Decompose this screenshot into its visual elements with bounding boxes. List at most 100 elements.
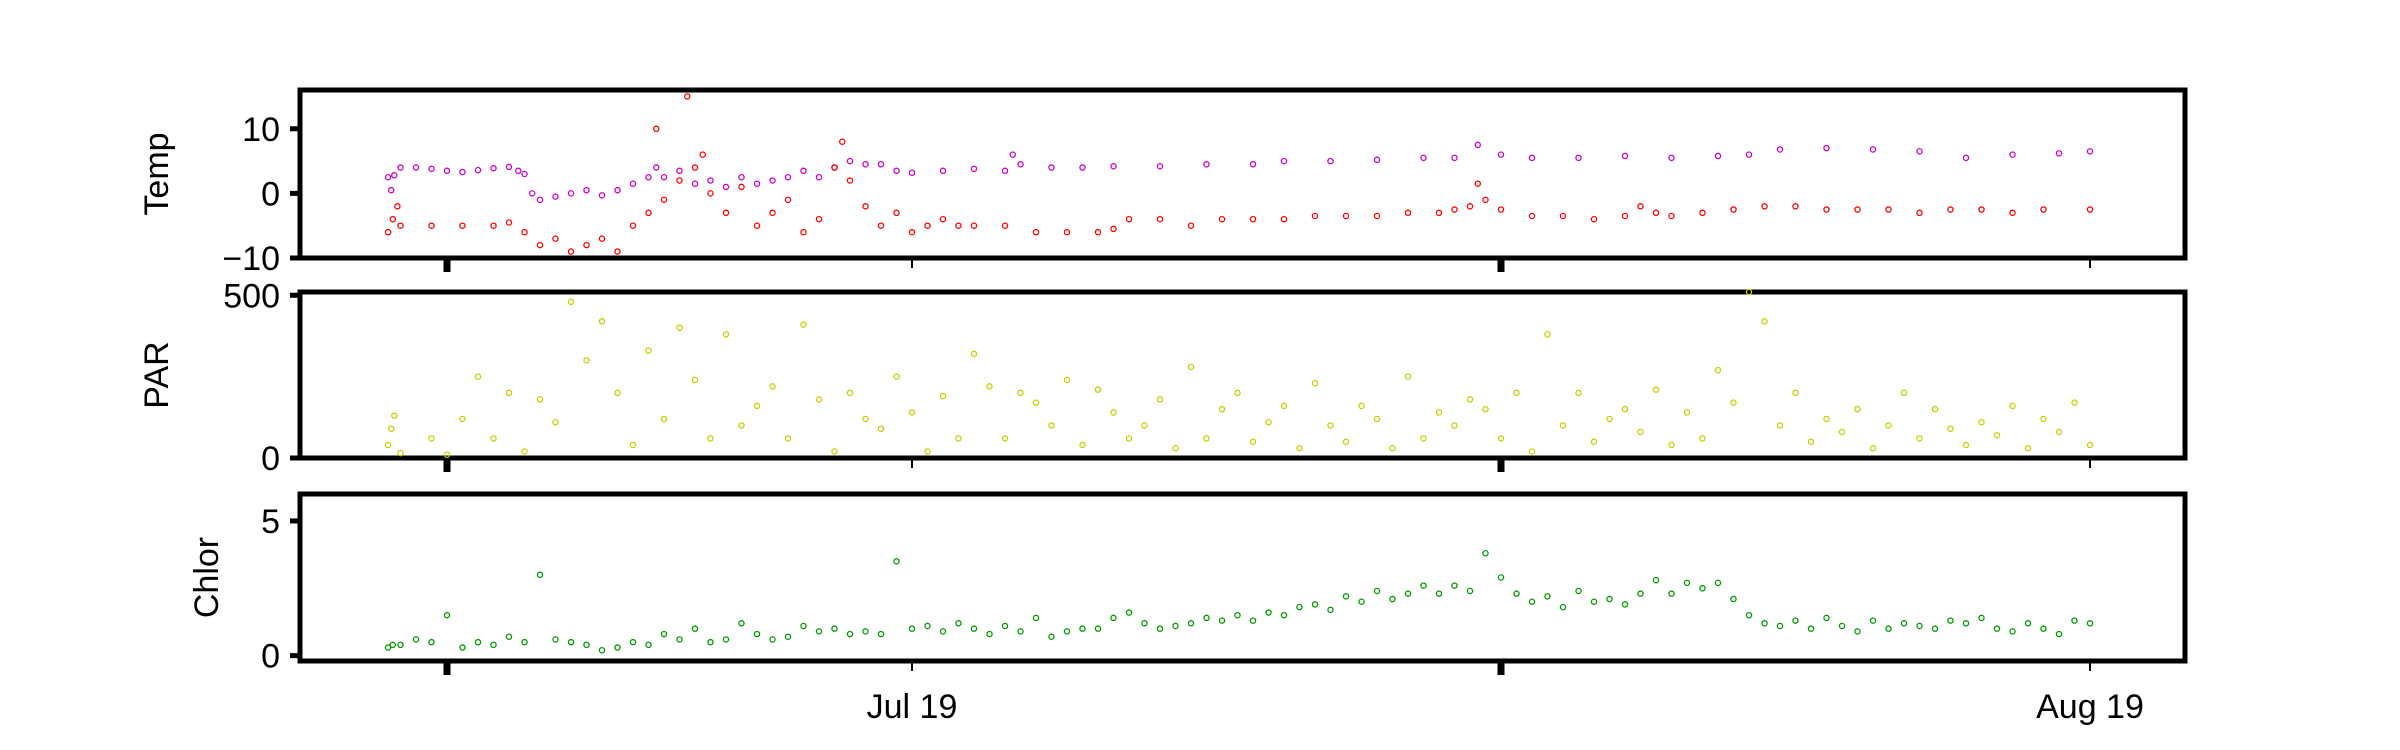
- data-point: [846, 157, 854, 165]
- data-point: [1606, 415, 1613, 423]
- data-point: [1079, 164, 1086, 171]
- data-point: [1885, 625, 1892, 632]
- data-point: [660, 630, 668, 638]
- data-point: [1807, 625, 1815, 632]
- data-point: [474, 638, 482, 646]
- data-point: [583, 641, 590, 649]
- data-point: [707, 177, 714, 184]
- data-point: [1621, 601, 1629, 608]
- data-point: [1854, 628, 1861, 635]
- data-point: [1699, 585, 1706, 592]
- data-point: [831, 164, 838, 171]
- data-point: [1327, 157, 1334, 165]
- data-point: [567, 248, 575, 255]
- data-point: [1978, 614, 1985, 622]
- data-point: [1823, 415, 1830, 423]
- data-point: [1373, 156, 1381, 164]
- data-point: [1528, 212, 1536, 220]
- data-point: [1947, 617, 1954, 624]
- data-point: [815, 215, 823, 223]
- data-point: [831, 625, 838, 632]
- data-point: [1187, 620, 1195, 627]
- data-point: [1683, 409, 1691, 416]
- data-point: [1296, 603, 1303, 611]
- data-point: [1466, 396, 1474, 403]
- data-point: [939, 628, 947, 635]
- data-point: [924, 448, 931, 455]
- data-point: [1032, 614, 1040, 622]
- data-point: [428, 165, 435, 173]
- data-point: [1342, 593, 1350, 600]
- data-point: [1621, 212, 1629, 220]
- data-point: [2009, 151, 2016, 158]
- data-point: [1590, 438, 1598, 445]
- data-point: [529, 190, 536, 197]
- data-point: [1249, 617, 1257, 624]
- data-point: [1218, 405, 1226, 413]
- data-point: [1141, 422, 1148, 429]
- data-point: [769, 636, 776, 643]
- data-point: [1203, 161, 1210, 168]
- data-point: [1156, 396, 1164, 403]
- data-point: [1482, 405, 1489, 413]
- data-point: [1404, 209, 1412, 217]
- data-point: [505, 633, 513, 641]
- data-point: [428, 638, 435, 646]
- data-point: [1373, 415, 1381, 423]
- data-point: [598, 235, 606, 242]
- data-point: [598, 318, 606, 325]
- data-point: [970, 222, 978, 229]
- data-point: [1823, 614, 1830, 622]
- data-point: [1745, 611, 1753, 619]
- data-point: [753, 402, 761, 410]
- data-point: [2024, 444, 2032, 452]
- data-point: [1776, 422, 1784, 429]
- data-point: [877, 222, 885, 229]
- data-point: [893, 373, 900, 380]
- y-tick-label: 0: [261, 440, 280, 478]
- data-point: [428, 222, 435, 229]
- data-point: [459, 222, 466, 229]
- data-point: [862, 415, 869, 423]
- data-point: [428, 435, 435, 442]
- data-point: [1823, 206, 1830, 213]
- data-point: [459, 415, 466, 423]
- data-point: [1761, 318, 1768, 325]
- data-point: [1110, 614, 1117, 622]
- data-point: [384, 228, 392, 236]
- data-point: [1311, 212, 1319, 220]
- data-point: [1249, 215, 1257, 223]
- data-point: [2071, 617, 2078, 624]
- y-axis-label: Temp: [138, 132, 176, 215]
- data-point: [1451, 422, 1458, 429]
- data-point: [1327, 606, 1334, 614]
- data-point: [459, 644, 466, 651]
- data-point: [1714, 152, 1722, 160]
- data-point: [722, 331, 730, 338]
- data-point: [691, 164, 699, 171]
- data-point: [1311, 379, 1319, 387]
- data-point: [1497, 435, 1505, 442]
- data-point: [1435, 409, 1443, 416]
- data-point: [1156, 215, 1164, 223]
- data-point: [505, 389, 513, 397]
- data-point: [1373, 587, 1381, 595]
- data-point: [1559, 422, 1567, 429]
- data-point: [1559, 603, 1567, 611]
- data-point: [1683, 579, 1691, 587]
- data-point: [653, 164, 660, 171]
- data-point: [1916, 622, 1923, 630]
- data-point: [970, 350, 978, 358]
- x-axis: Jul 19 Aug 19: [867, 688, 2144, 726]
- data-point: [1094, 386, 1102, 393]
- data-point: [2055, 150, 2063, 157]
- data-point: [2009, 402, 2016, 410]
- data-point: [955, 222, 962, 229]
- data-point: [394, 203, 401, 210]
- data-point: [443, 611, 451, 619]
- y-tick-label: 500: [223, 277, 280, 315]
- data-point: [738, 173, 745, 181]
- data-point: [1110, 409, 1117, 416]
- data-point: [1001, 622, 1009, 630]
- data-point: [598, 192, 606, 199]
